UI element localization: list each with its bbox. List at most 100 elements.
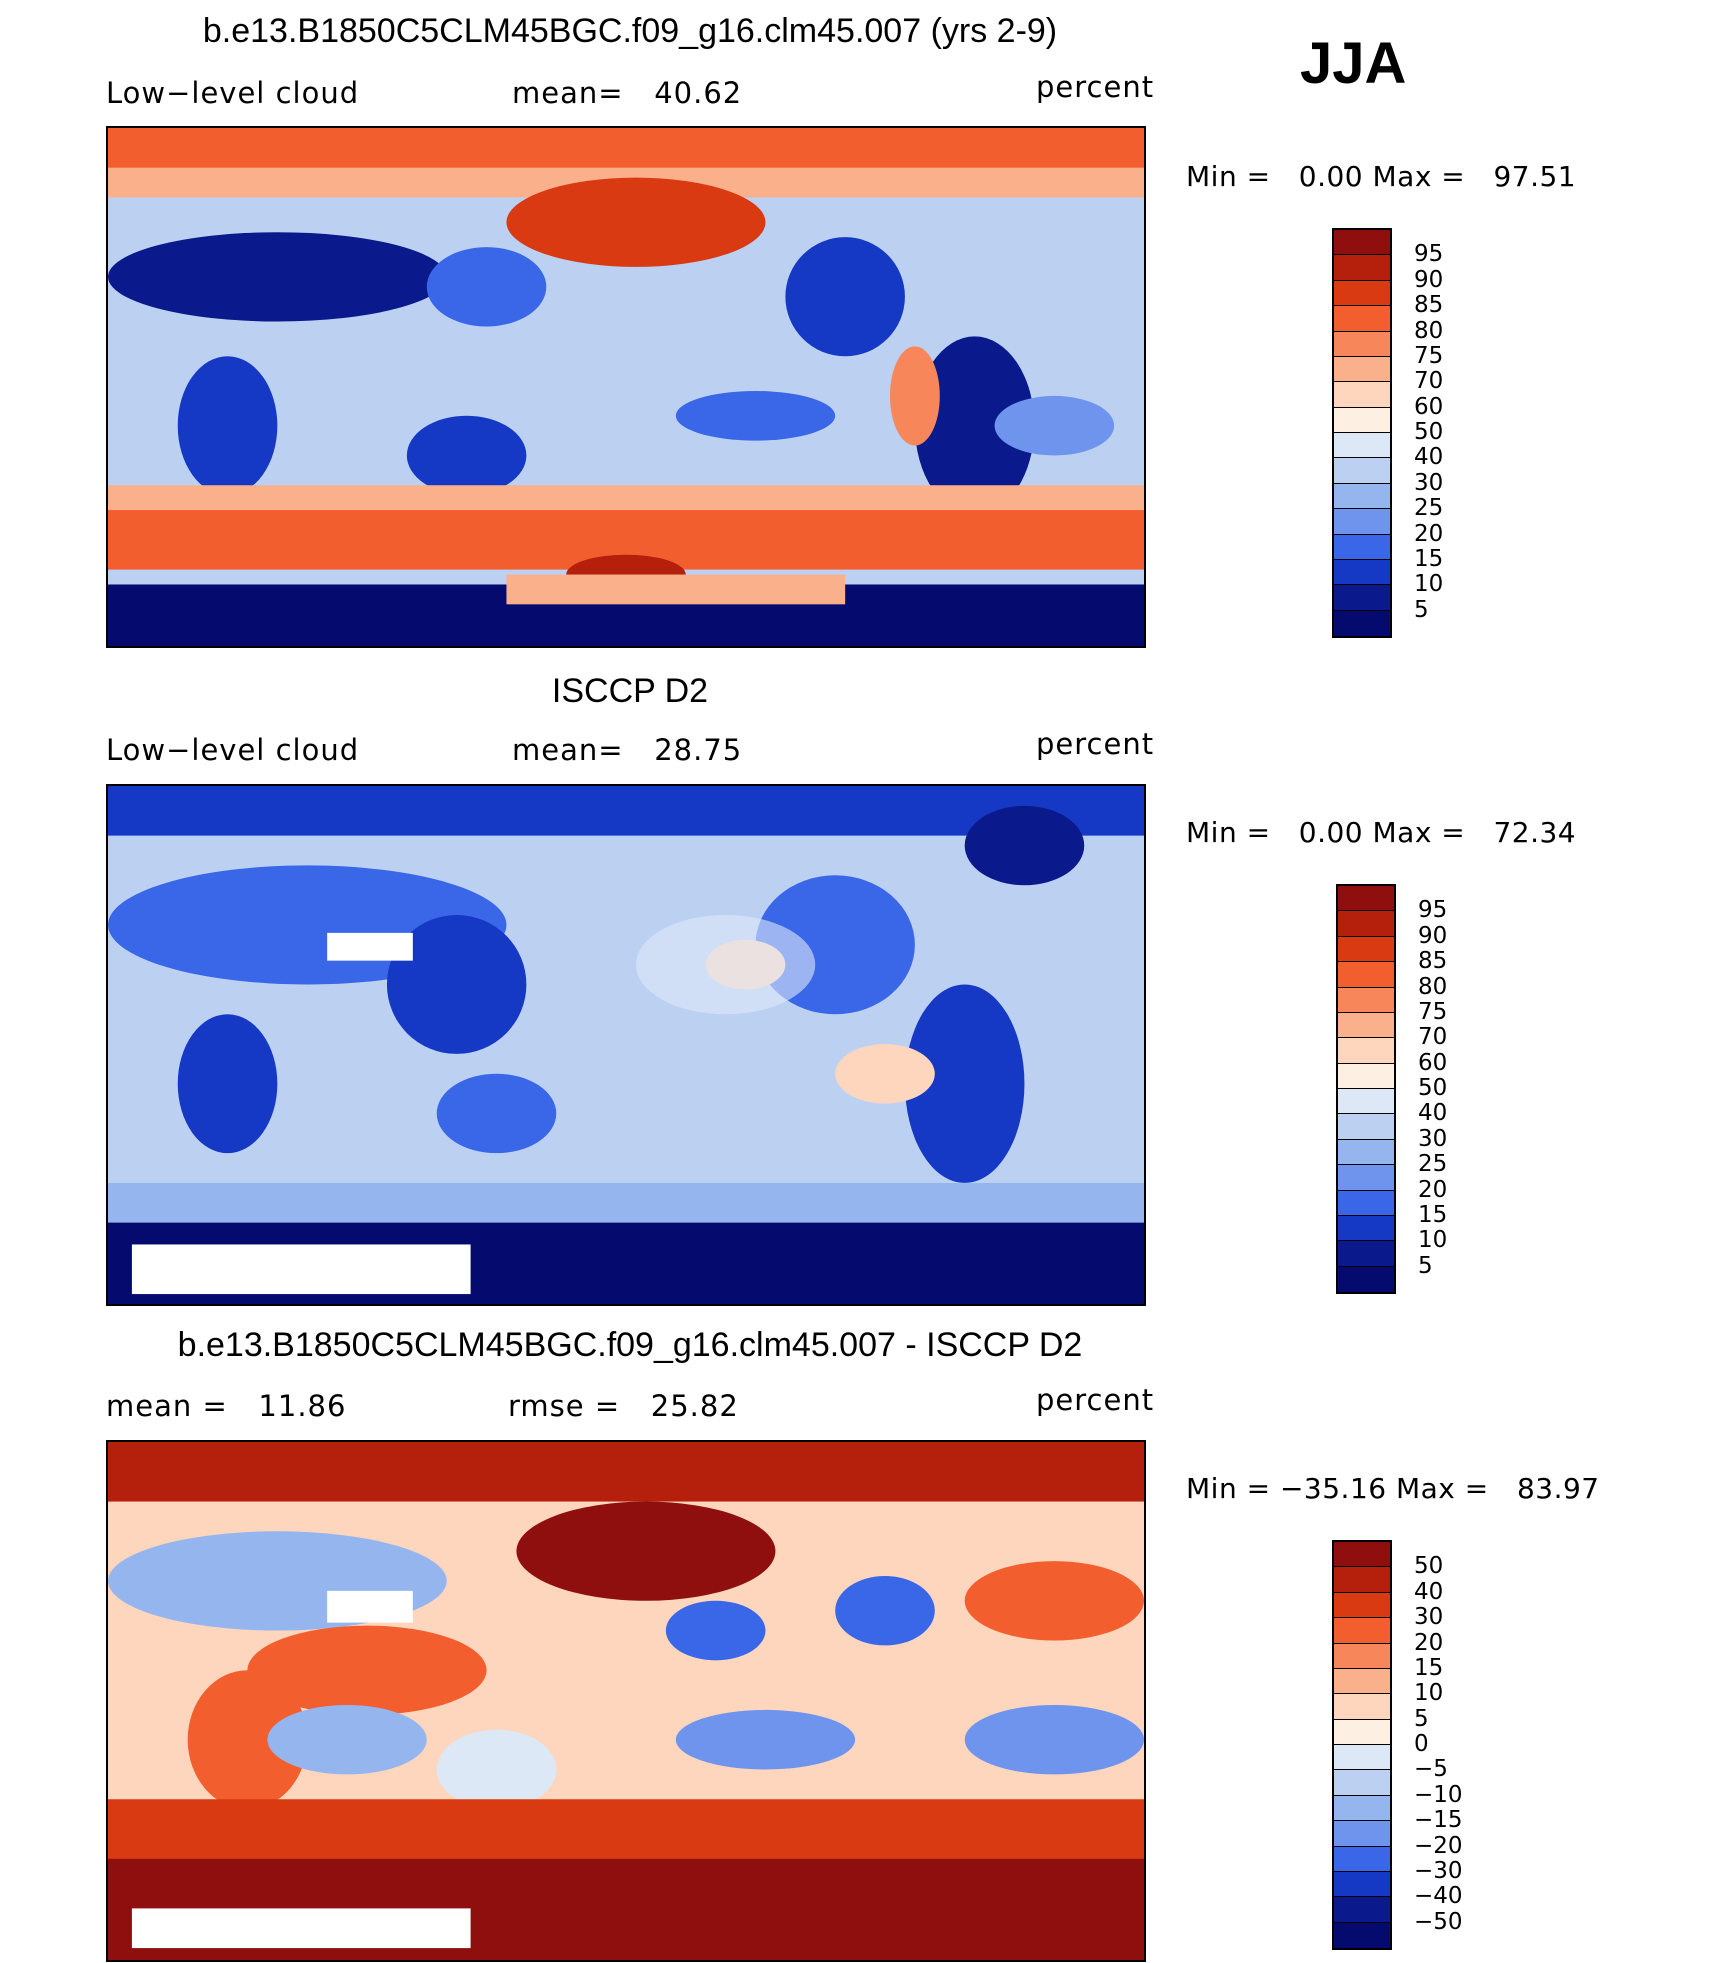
colorbar-swatch xyxy=(1334,306,1390,332)
colorbar-label: 90 xyxy=(1414,266,1444,293)
colorbar-swatch xyxy=(1338,1215,1394,1242)
colorbar-label: −15 xyxy=(1414,1807,1463,1834)
colorbar-swatch xyxy=(1334,559,1390,586)
panel1-colorbar xyxy=(1332,228,1392,638)
colorbar-label: 15 xyxy=(1418,1201,1448,1228)
colorbar-label: 80 xyxy=(1414,317,1444,344)
colorbar-swatch xyxy=(1338,1114,1394,1140)
colorbar-swatch xyxy=(1338,1038,1394,1064)
panel2-title: ISCCP D2 xyxy=(551,672,709,710)
colorbar-swatch xyxy=(1338,1266,1394,1292)
panel1-min-max: Min = 0.00 Max = 97.51 xyxy=(1186,160,1576,193)
colorbar-label: −5 xyxy=(1414,1756,1448,1783)
colorbar-swatch xyxy=(1334,1694,1390,1720)
colorbar-label: 10 xyxy=(1414,1680,1444,1707)
colorbar-label: 40 xyxy=(1414,444,1444,471)
colorbar-label: 75 xyxy=(1418,998,1448,1025)
colorbar-swatch xyxy=(1338,1063,1394,1089)
colorbar-label: 40 xyxy=(1418,1100,1448,1127)
colorbar-swatch xyxy=(1334,1795,1390,1822)
colorbar-swatch xyxy=(1334,1643,1390,1669)
colorbar-label: 40 xyxy=(1414,1578,1444,1605)
colorbar-label: 85 xyxy=(1414,292,1444,319)
panel1-map-field xyxy=(108,128,1144,646)
panel2-units-label: percent xyxy=(1036,727,1155,761)
colorbar-label: 80 xyxy=(1418,973,1448,1000)
colorbar-label: 75 xyxy=(1414,342,1444,369)
colorbar-swatch xyxy=(1334,1542,1390,1568)
colorbar-swatch xyxy=(1338,962,1394,988)
colorbar-label: −10 xyxy=(1414,1781,1463,1808)
panel1-variable-label: Low−level cloud xyxy=(106,76,360,110)
colorbar-label: −20 xyxy=(1414,1832,1463,1859)
colorbar-label: 90 xyxy=(1418,922,1448,949)
panel1-min-label: Min = xyxy=(1186,160,1271,193)
colorbar-swatch xyxy=(1334,255,1390,281)
colorbar-swatch xyxy=(1338,911,1394,937)
colorbar-label: −30 xyxy=(1414,1857,1463,1884)
panel3-max-label: Max = xyxy=(1395,1472,1489,1505)
colorbar-swatch xyxy=(1334,509,1390,535)
panel3-min-value: −35.16 xyxy=(1279,1472,1387,1505)
colorbar-swatch xyxy=(1334,585,1390,611)
colorbar-label: 50 xyxy=(1414,1553,1444,1580)
panel3-mean-label: mean = 11.86 xyxy=(106,1389,347,1423)
colorbar-label: 10 xyxy=(1418,1227,1448,1254)
colorbar-swatch xyxy=(1334,534,1390,560)
colorbar-swatch xyxy=(1338,1089,1394,1115)
panel3-title: b.e13.B1850C5CLM45BGC.f09_g16.clm45.007 … xyxy=(177,1326,1083,1364)
colorbar-label: 15 xyxy=(1414,545,1444,572)
colorbar-label: 95 xyxy=(1418,897,1448,924)
colorbar-swatch xyxy=(1338,886,1394,912)
colorbar-label: 30 xyxy=(1414,1604,1444,1631)
colorbar-swatch xyxy=(1338,936,1394,963)
panel2-colorbar xyxy=(1336,884,1396,1294)
colorbar-label: 30 xyxy=(1418,1125,1448,1152)
colorbar-swatch xyxy=(1334,1871,1390,1898)
colorbar-label: 20 xyxy=(1414,1629,1444,1656)
colorbar-swatch xyxy=(1334,1745,1390,1771)
colorbar-label: 60 xyxy=(1414,393,1444,420)
colorbar-label: 5 xyxy=(1418,1252,1433,1279)
colorbar-swatch xyxy=(1334,433,1390,459)
colorbar-swatch xyxy=(1334,230,1390,256)
colorbar-swatch xyxy=(1338,1190,1394,1216)
colorbar-swatch xyxy=(1338,1241,1394,1267)
colorbar-label: 25 xyxy=(1414,495,1444,522)
colorbar-swatch xyxy=(1334,610,1390,636)
panel1-units-label: percent xyxy=(1036,70,1155,104)
colorbar-swatch xyxy=(1334,382,1390,408)
colorbar-label: 30 xyxy=(1414,469,1444,496)
colorbar-swatch xyxy=(1334,280,1390,307)
colorbar-label: 15 xyxy=(1414,1654,1444,1681)
colorbar-label: −40 xyxy=(1414,1883,1463,1910)
colorbar-label: 70 xyxy=(1414,368,1444,395)
colorbar-swatch xyxy=(1334,407,1390,433)
colorbar-swatch xyxy=(1334,1770,1390,1796)
panel2-max-value: 72.34 xyxy=(1493,816,1577,849)
colorbar-swatch xyxy=(1338,1139,1394,1166)
panel1-min-value: 0.00 xyxy=(1298,160,1364,193)
colorbar-label: 5 xyxy=(1414,596,1429,623)
colorbar-label: −50 xyxy=(1414,1908,1463,1935)
panel3-map xyxy=(106,1440,1146,1962)
panel3-max-value: 83.97 xyxy=(1516,1472,1600,1505)
panel2-mean-label: mean= 28.75 xyxy=(512,733,743,767)
panel1-map xyxy=(106,126,1146,648)
season-label: JJA xyxy=(1300,31,1407,96)
colorbar-swatch xyxy=(1334,458,1390,484)
panel1-max-label: Max = xyxy=(1372,160,1466,193)
colorbar-swatch xyxy=(1338,987,1394,1013)
colorbar-swatch xyxy=(1334,1897,1390,1923)
panel2-max-label: Max = xyxy=(1372,816,1466,849)
panel2-map-field xyxy=(108,786,1144,1304)
panel2-variable-label: Low−level cloud xyxy=(106,733,360,767)
colorbar-swatch xyxy=(1334,1846,1390,1872)
colorbar-label: 5 xyxy=(1414,1705,1429,1732)
colorbar-label: 60 xyxy=(1418,1049,1448,1076)
panel1-title: b.e13.B1850C5CLM45BGC.f09_g16.clm45.007 … xyxy=(202,12,1058,50)
panel2-min-label: Min = xyxy=(1186,816,1271,849)
colorbar-label: 95 xyxy=(1414,241,1444,268)
colorbar-swatch xyxy=(1334,483,1390,510)
panel1-mean-label: mean= 40.62 xyxy=(512,76,743,110)
